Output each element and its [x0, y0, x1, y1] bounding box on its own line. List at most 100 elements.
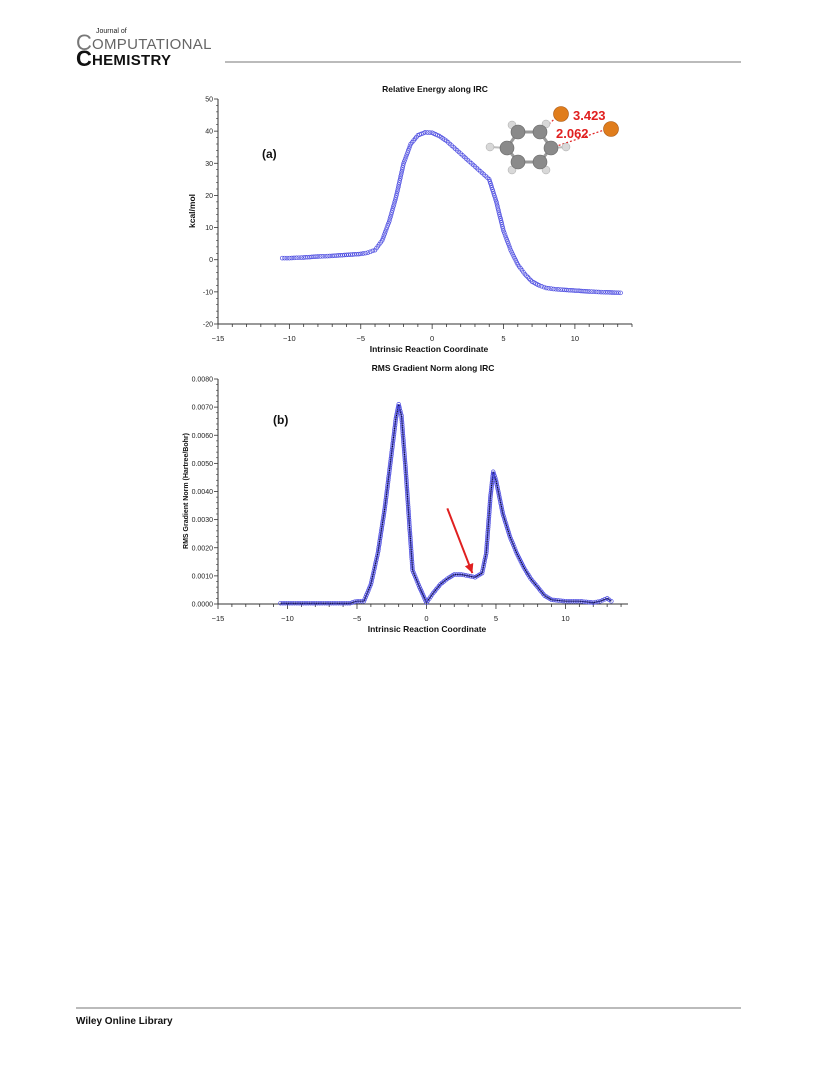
footer-rule: [76, 1007, 741, 1009]
chart2-data-point: [498, 501, 503, 506]
chart1-data-point: [397, 180, 402, 185]
chart2-data-point: [494, 482, 500, 487]
chart1-x-tick-label: 5: [501, 334, 505, 343]
chart2-data-point: [510, 540, 515, 546]
chart1-data-point: [407, 143, 413, 149]
chart2-data-point: [389, 449, 394, 455]
chart1-data-point: [546, 286, 551, 291]
chart2-data-point: [465, 573, 471, 579]
chart2-data-point: [387, 469, 392, 474]
chart2-data-point: [278, 600, 283, 606]
carbon-atom: [532, 124, 548, 140]
chart2-data-point: [487, 505, 492, 511]
chart1-data-point: [614, 290, 619, 295]
chart2-data-point: [454, 572, 459, 577]
journal-logo: Journal of C OMPUTATIONAL C HEMISTRY: [76, 26, 236, 71]
chart2-data-point: [489, 486, 494, 491]
chart2-data-point: [386, 478, 391, 483]
chart2-data-point: [400, 424, 405, 429]
chart2-data-point: [409, 557, 415, 562]
chart2-data-point: [393, 418, 398, 423]
chart1-data-point: [492, 193, 497, 198]
chart2-data-point: [504, 524, 509, 529]
chart2-data-point: [408, 539, 413, 545]
chart2-data-point: [487, 501, 493, 506]
chart1-y-tick-label: -10: [203, 289, 213, 296]
chart1-data-point: [287, 255, 292, 261]
chart2-data-point: [401, 442, 406, 447]
chart1-y-tick-label: 40: [205, 129, 213, 136]
chart1-data-point: [500, 224, 505, 229]
chart2-data-point: [505, 526, 510, 531]
chart2-data-point: [485, 525, 491, 530]
chart2-data-point: [382, 506, 388, 511]
chart1-data-point: [509, 249, 514, 255]
chart2-data-point: [365, 590, 370, 596]
chart2-data-point: [375, 551, 381, 556]
chart2-data-point: [374, 557, 379, 563]
chart2-data-point: [409, 559, 415, 564]
chart1-data-point: [403, 154, 409, 160]
chart2-data-point: [486, 523, 491, 528]
chart1-data-point: [591, 289, 597, 295]
chart2-data-point: [376, 544, 382, 550]
chart2-data-point: [402, 457, 408, 463]
chart2-x-tick-label: −5: [353, 614, 362, 623]
chart2-data-point: [487, 503, 493, 509]
chart1-data-point: [618, 290, 623, 296]
chart2-data-point: [494, 480, 499, 485]
chart1-data-point: [327, 253, 333, 259]
chart2-data-point: [282, 600, 288, 606]
chart2-data-point: [378, 531, 384, 537]
chart2-panel-label: (b): [273, 413, 288, 427]
chart1-y-axis-label: kcal/mol: [187, 194, 197, 228]
chart2-data-point: [407, 530, 413, 536]
chart2-data-point: [493, 478, 499, 483]
chart2-data-point: [595, 599, 601, 604]
chart2-data-point: [376, 542, 382, 548]
chart2-data-point: [496, 490, 501, 496]
chart2-data-point: [487, 507, 492, 513]
chart2-data-point: [486, 518, 491, 524]
chart2-data-point: [405, 491, 410, 496]
chart2-data-point: [371, 571, 376, 576]
chart2-data-point: [483, 553, 489, 558]
chart2-data-point: [400, 431, 406, 436]
chart2-data-point: [408, 537, 413, 542]
chart1-data-point: [489, 185, 495, 190]
chart2-data-point: [384, 490, 389, 496]
chart2-data-point: [372, 566, 377, 572]
chart2-data-point: [313, 600, 318, 606]
chart2-arrow-head: [464, 563, 474, 574]
chart2-data-point: [326, 600, 332, 606]
chart2-data-point: [396, 402, 401, 407]
chart1-x-tick-label: −15: [212, 334, 225, 343]
chart1-data-point: [495, 203, 500, 209]
chart2-data-point: [403, 464, 408, 470]
chart2-data-point: [483, 555, 488, 561]
chart1-y-tick-label: 50: [205, 97, 213, 104]
chart2-data-point: [484, 542, 490, 547]
chart2-data-point: [382, 503, 388, 509]
chart1-data-point: [500, 226, 506, 231]
chart1-data-point: [365, 250, 371, 255]
chart1-data-point: [396, 184, 401, 190]
chart2-data-point: [488, 494, 493, 500]
chart2-data-point: [372, 564, 378, 569]
chart2-y-axis-label: RMS Gradient Norm (Hartree/Bohr): [183, 433, 190, 549]
chart1-data-point: [505, 239, 510, 244]
chart1-data-point: [395, 186, 401, 192]
chart2-data-point: [403, 466, 408, 472]
chart2-data-point: [490, 469, 496, 475]
chart1-data-point: [493, 197, 498, 203]
chart1-data-point: [370, 248, 375, 254]
chart1-data-point: [609, 290, 615, 295]
chart1-data-point: [548, 286, 554, 291]
header-rule: [225, 61, 741, 63]
chart2-data-point: [483, 551, 489, 556]
chart2-data-point: [393, 420, 398, 426]
chart2-data-point: [412, 574, 418, 579]
chart2-data-point: [511, 544, 517, 550]
chart1-data-point: [393, 195, 399, 200]
chart2-data-point: [485, 527, 491, 532]
